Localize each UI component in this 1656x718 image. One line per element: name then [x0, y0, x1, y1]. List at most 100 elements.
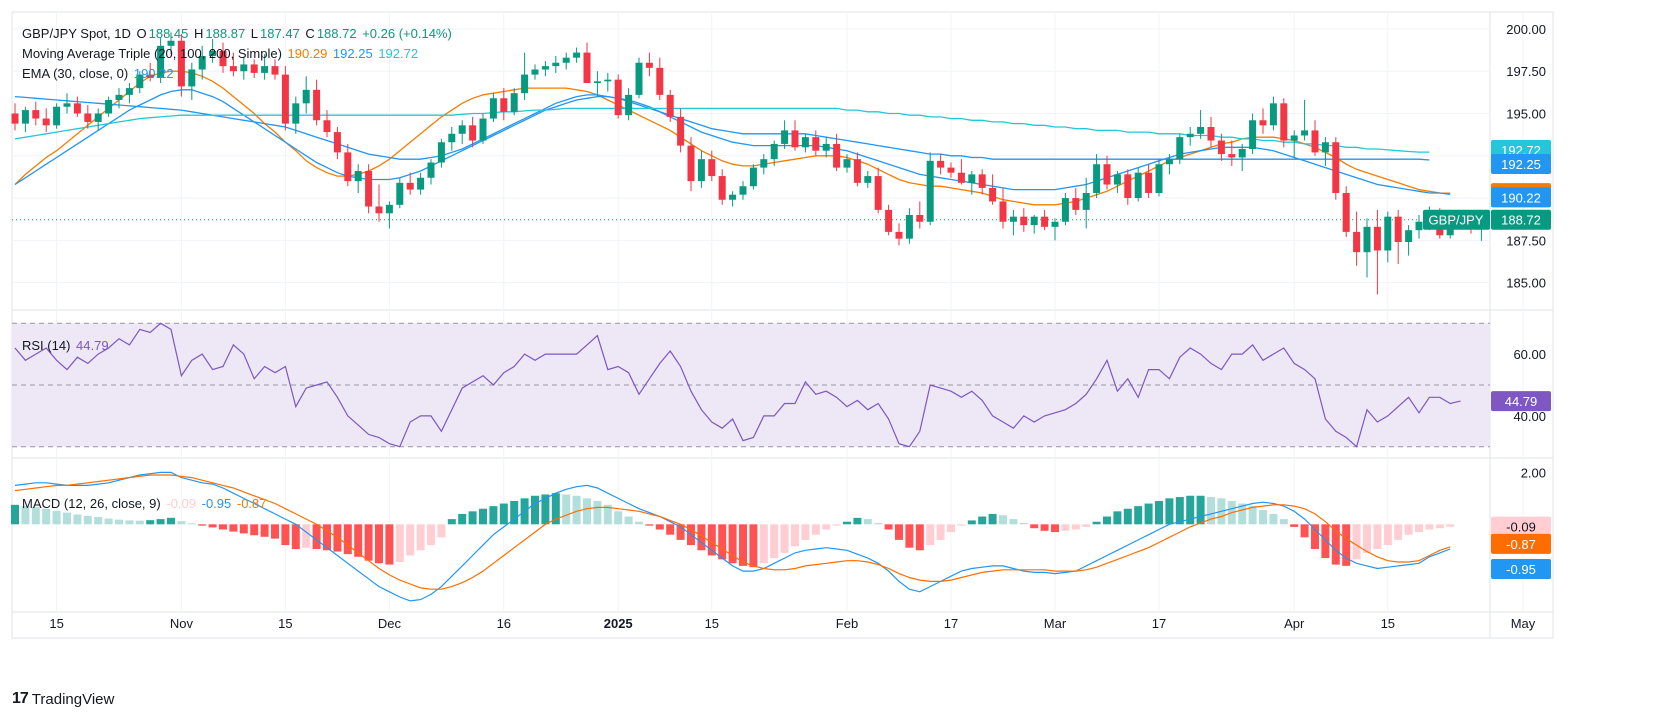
candle-body — [1280, 103, 1288, 141]
macd-line-tag — [1491, 558, 1551, 579]
candle-body — [562, 57, 570, 63]
candle-body — [53, 106, 61, 126]
macd-hist-bar — [510, 500, 519, 525]
low-value: 187.47 — [260, 26, 300, 41]
candle-body — [968, 174, 976, 183]
macd-hist-bar — [1425, 524, 1434, 530]
candle-body — [240, 64, 248, 72]
candle-body — [1353, 231, 1361, 253]
candle-body — [125, 88, 133, 95]
macd-hist-bar — [364, 524, 373, 561]
macd-hist-bar — [250, 524, 259, 536]
candle-body — [281, 74, 289, 124]
macd-hist-bar — [770, 524, 779, 559]
candle-body — [63, 103, 71, 107]
candle-body — [1332, 142, 1340, 193]
macd-signal-value: -0.87 — [236, 496, 267, 511]
macd-hist-bar — [832, 524, 841, 526]
macd-hist-bar — [843, 521, 851, 525]
candle-body — [926, 160, 934, 222]
macd-hist-bar — [614, 511, 623, 525]
candle-body — [1145, 172, 1153, 193]
macd-hist-bar — [1009, 519, 1018, 525]
candle-body — [167, 40, 175, 46]
time-axis-label: Apr — [1284, 616, 1305, 631]
macd-hist-bar — [52, 510, 61, 525]
macd-hist-bar — [1331, 524, 1340, 565]
last-price-tag-label: 188.72 — [1501, 213, 1541, 228]
macd-hist-bar — [967, 520, 976, 525]
time-axis-label: Nov — [170, 616, 194, 631]
macd-hist-bar — [1415, 524, 1423, 533]
ma-line-sma-100b — [14, 94, 1430, 161]
price-tick-label: 195.00 — [1506, 106, 1546, 121]
macd-hist-bar — [1373, 524, 1382, 549]
low-label: L — [250, 26, 259, 41]
price-tick-label: 200.00 — [1506, 22, 1546, 37]
macd-hist-bar — [999, 515, 1007, 525]
macd-hist-bar — [312, 524, 321, 549]
macd-hist-bar — [1144, 503, 1153, 525]
macd-hist-bar — [822, 524, 831, 530]
brand[interactable]: 17 TradingView — [12, 690, 114, 708]
macd-hist-tag — [1491, 516, 1551, 537]
macd-hist-bar — [260, 524, 269, 537]
candle-body — [1197, 127, 1205, 134]
candle-body — [177, 40, 185, 87]
candle-body — [437, 142, 445, 163]
candle-body — [219, 50, 227, 67]
rsi-label: RSI (14) — [22, 338, 71, 353]
price-tag-label: 192.25 — [1501, 157, 1541, 172]
candle-body — [999, 201, 1007, 222]
macd-hist-bar — [1061, 524, 1070, 531]
candle-body — [812, 137, 820, 151]
macd-hist-bar — [208, 524, 217, 528]
macd-hist-bar — [1248, 506, 1257, 525]
ma20-value: 190.29 — [287, 46, 328, 61]
candle-body — [229, 66, 237, 72]
candle-body — [417, 177, 425, 190]
macd-line — [14, 471, 1451, 602]
candle-body — [1061, 198, 1069, 222]
candle-body — [385, 204, 393, 214]
candle-body — [645, 62, 653, 68]
candle-body — [261, 66, 269, 73]
candle-body — [1269, 103, 1277, 126]
candle-body — [541, 66, 549, 70]
candle-body — [1311, 130, 1319, 153]
macd-hist-bar — [73, 514, 82, 525]
macd-hist-bar — [375, 524, 383, 564]
macd-hist-bar — [1279, 519, 1288, 525]
candle-body — [1113, 174, 1121, 185]
macd-hist-bar — [1165, 498, 1174, 525]
candle-body — [656, 67, 664, 95]
rsi-tick-label: 60.00 — [1513, 347, 1546, 362]
macd-hist-bar — [239, 524, 248, 534]
macd-hist-bar — [531, 495, 539, 525]
macd-hist-bar — [978, 516, 987, 525]
candle-body — [323, 120, 331, 133]
candle-body — [1259, 120, 1267, 126]
macd-hist-bar — [1051, 524, 1059, 533]
candle-body — [500, 98, 508, 112]
macd-hist-bar — [936, 524, 945, 540]
price-tag — [1491, 154, 1551, 174]
time-axis-label: Feb — [836, 616, 858, 631]
tradingview-logo-icon: 17 — [12, 690, 29, 707]
macd-hist-bar — [447, 519, 456, 525]
candle-body — [32, 110, 40, 119]
time-axis-label: Mar — [1044, 616, 1067, 631]
macd-hist-bar — [1092, 521, 1101, 525]
macd-hist-bar — [874, 523, 883, 525]
macd-hist-bar — [1446, 524, 1455, 527]
macd-hist-bar — [1040, 524, 1049, 531]
macd-hist-tag-label: -0.09 — [1506, 520, 1536, 535]
candle-body — [427, 162, 435, 178]
candle-body — [1405, 230, 1413, 243]
candle-body — [271, 66, 279, 75]
macd-hist-bar — [271, 524, 279, 539]
macd-hist-bar — [749, 524, 758, 568]
macd-hist-bar — [385, 524, 394, 565]
macd-hist-bar — [915, 524, 924, 551]
